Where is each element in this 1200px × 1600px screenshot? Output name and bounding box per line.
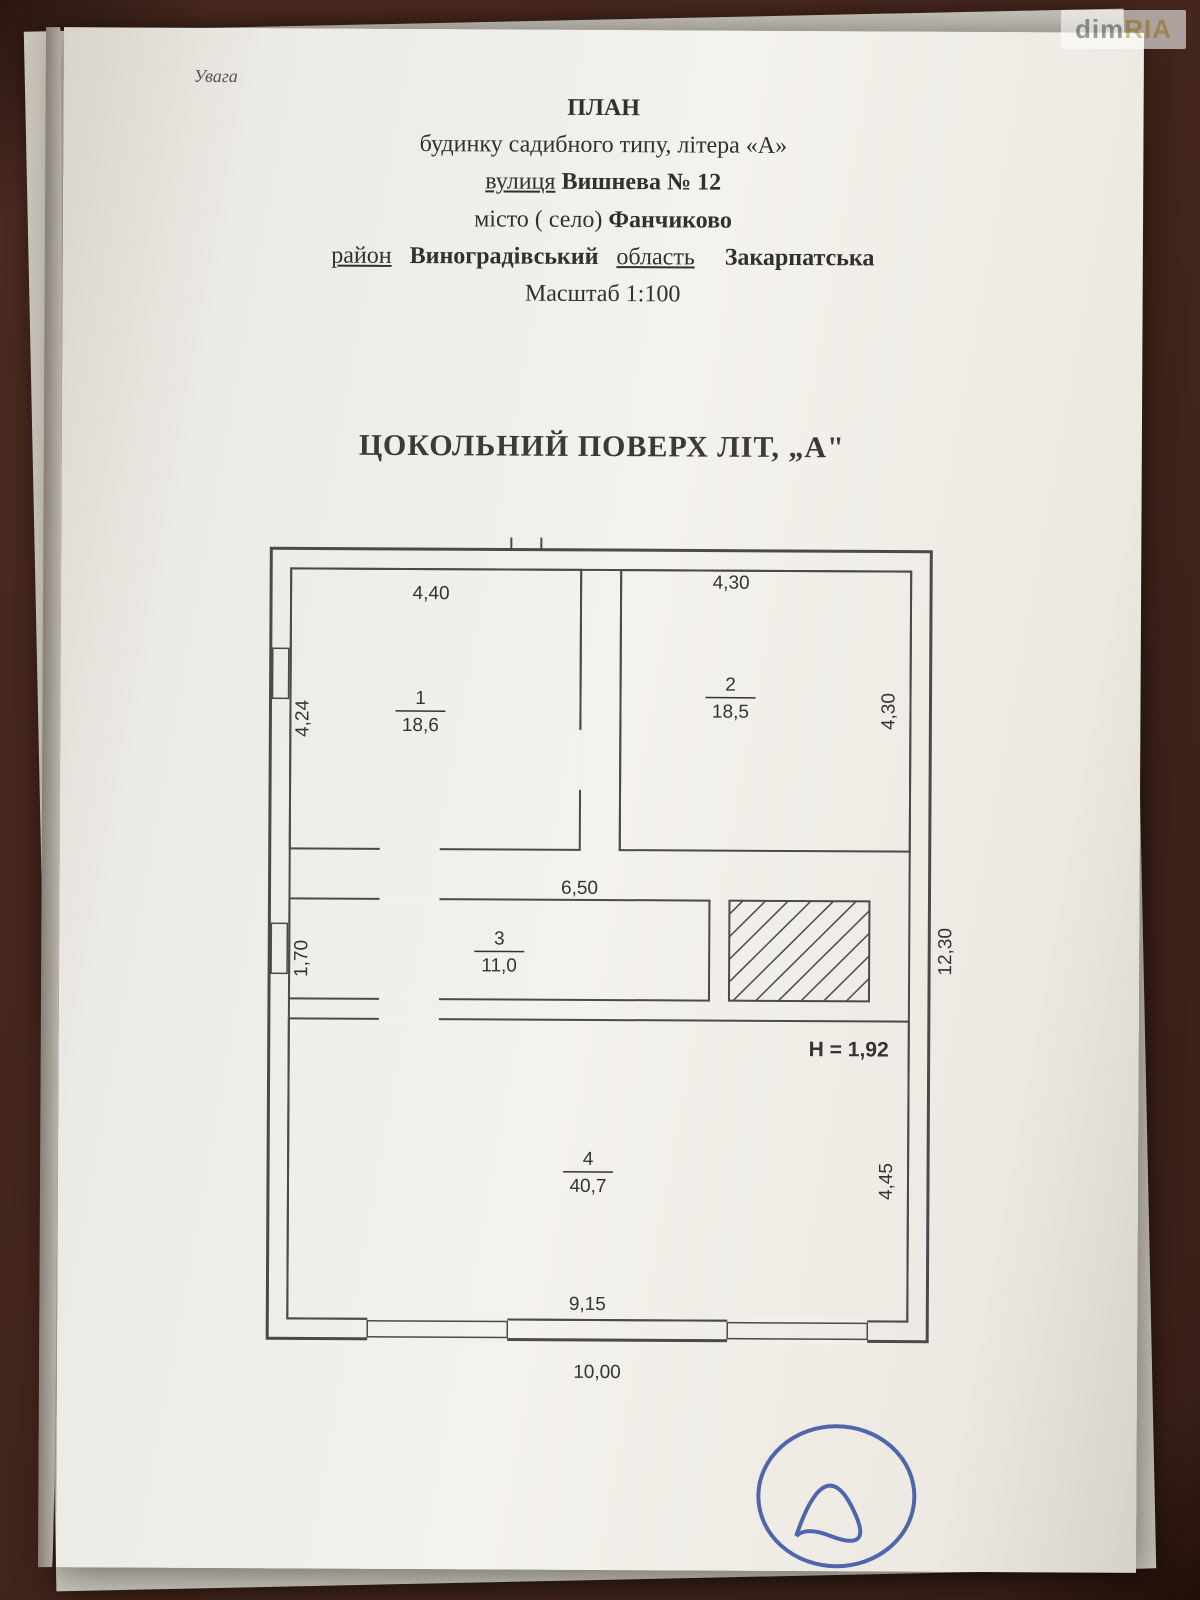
dim-outer-right: 12,30: [935, 928, 956, 976]
svg-text:18,6: 18,6: [402, 715, 439, 736]
svg-text:11,0: 11,0: [481, 955, 517, 976]
watermark: dimRIA: [1061, 10, 1186, 49]
dim-room4-w: 9,15: [569, 1294, 606, 1315]
label-district: район: [331, 242, 391, 268]
document-header: ПЛАН будинку садибного типу, літера «А» …: [63, 87, 1144, 316]
dim-room2-h: 4,30: [878, 693, 899, 730]
svg-text:18,5: 18,5: [712, 702, 749, 723]
room2-label: 2 18,5: [705, 675, 755, 723]
title: ПЛАН: [64, 87, 1144, 130]
dim-room3-h: 1,70: [291, 940, 312, 977]
watermark-right: RIA: [1124, 14, 1172, 44]
signature-stamp: [736, 1386, 937, 1592]
height-label: H = 1,92: [809, 1038, 889, 1061]
subtitle-line: будинку садибного типу, літера «А»: [63, 124, 1143, 167]
scale-line: Масштаб 1:100: [63, 273, 1143, 316]
address-street: вулиця Вишнева № 12: [63, 162, 1143, 205]
dim-room1-w: 4,40: [413, 583, 450, 604]
svg-text:3: 3: [494, 928, 505, 949]
value-oblast: Закарпатська: [725, 244, 875, 271]
dim-room1-h: 4,24: [292, 699, 313, 737]
label-street: вулиця: [485, 169, 555, 195]
label-city: місто ( село): [474, 206, 602, 233]
value-city: Фанчиково: [608, 207, 732, 234]
value-street: Вишнева № 12: [561, 169, 721, 196]
watermark-left: dim: [1075, 14, 1124, 44]
document-page: Увага ПЛАН будинку садибного типу, літер…: [56, 27, 1144, 1573]
floor-title: ЦОКОЛЬНИЙ ПОВЕРХ ЛІТ, „А": [62, 427, 1142, 467]
room1-label: 1 18,6: [395, 688, 445, 736]
floorplan-svg: 4,40 4,30 4,24 4,30 6,50 1,70 9,15 4,45 …: [227, 528, 971, 1392]
svg-text:2: 2: [725, 675, 736, 696]
room3-label: 3 11,0: [474, 928, 524, 976]
floor-plan: 4,40 4,30 4,24 4,30 6,50 1,70 9,15 4,45 …: [227, 528, 971, 1392]
address-city: місто ( село) Фанчиково: [63, 199, 1143, 242]
svg-text:1: 1: [415, 688, 426, 709]
address-region: район Виноградівський область Закарпатсь…: [63, 236, 1143, 279]
label-oblast: область: [616, 244, 694, 270]
dim-room3-w: 6,50: [561, 878, 598, 899]
room4-label: 4 40,7: [563, 1149, 613, 1197]
dim-outer-bottom: 10,00: [573, 1362, 621, 1383]
value-district: Виноградівський: [410, 243, 599, 270]
svg-text:4: 4: [583, 1149, 594, 1170]
svg-text:40,7: 40,7: [569, 1176, 606, 1197]
dim-room2-w: 4,30: [713, 573, 750, 594]
margin-note: Увага: [194, 66, 238, 87]
dim-room4-h: 4,45: [876, 1163, 897, 1200]
